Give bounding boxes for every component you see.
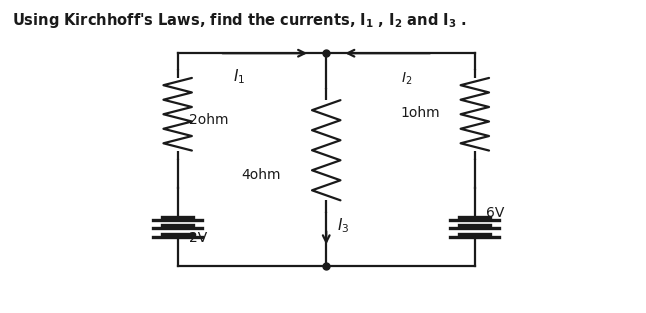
- Text: 4ohm: 4ohm: [242, 168, 281, 182]
- Text: 6V: 6V: [486, 207, 504, 220]
- Text: 2ohm: 2ohm: [189, 113, 229, 127]
- Text: 1ohm: 1ohm: [401, 106, 440, 120]
- Text: $I_2$: $I_2$: [401, 71, 413, 87]
- Text: $I_3$: $I_3$: [337, 216, 349, 235]
- Text: 2V: 2V: [189, 231, 207, 245]
- Text: Using Kirchhoff's Laws, find the currents, $\mathbf{I_1}$ , $\mathbf{I_2}$ and $: Using Kirchhoff's Laws, find the current…: [12, 11, 466, 30]
- Text: $I_1$: $I_1$: [233, 67, 245, 86]
